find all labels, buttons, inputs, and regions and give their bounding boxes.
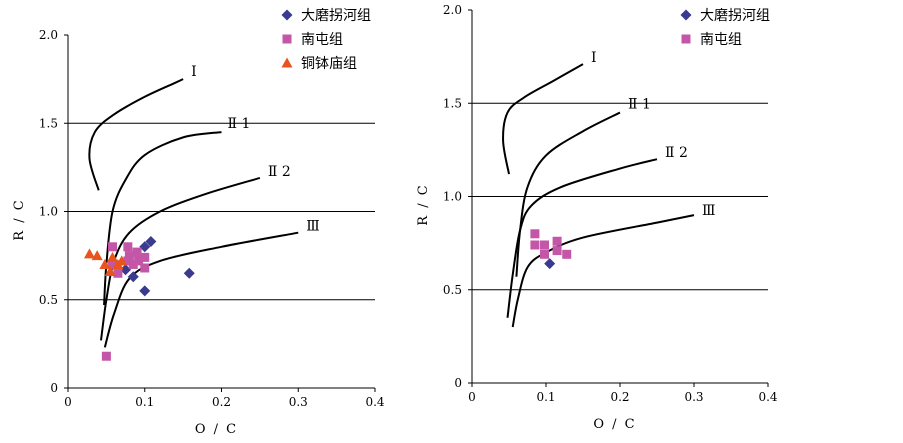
data-point-diamond <box>120 264 132 276</box>
x-axis-label: O / C <box>195 422 238 437</box>
chart-panel-1: 0 0.1 0.2 0.3 0.4 0 0.5 1.0 1.5 2.0 O / C R / C Ⅰ Ⅱ 1… <box>12 8 385 437</box>
evolution-curve-1 <box>502 63 584 175</box>
data-point-triangle <box>91 250 103 261</box>
data-point-triangle <box>104 266 116 277</box>
y-tick-label: 1.5 <box>443 96 462 110</box>
data-point-square <box>128 259 138 269</box>
curve-label: Ⅲ <box>702 203 716 219</box>
legend-label: 大磨拐河组 <box>301 8 371 24</box>
y-tick-label: 0 <box>50 381 58 395</box>
y-tick-label: 1.0 <box>443 190 462 204</box>
data-point-diamond <box>544 258 556 270</box>
legend-label: 南屯组 <box>700 32 742 48</box>
evolution-curve-4 <box>511 214 695 328</box>
data-point-square <box>140 263 150 273</box>
curve-label: Ⅱ 2 <box>665 145 688 161</box>
legend-marker-square <box>681 34 691 44</box>
curve-label: Ⅱ 2 <box>268 164 291 180</box>
data-point-square <box>552 236 562 246</box>
y-axis-label: R / C <box>12 198 27 240</box>
data-point-triangle <box>116 255 128 266</box>
x-tick-label: 0.1 <box>536 390 555 404</box>
y-tick-label: 1.5 <box>39 116 58 130</box>
y-axis-label: R / C <box>416 183 431 225</box>
data-point-diamond <box>139 285 151 297</box>
data-point-triangle <box>99 258 111 269</box>
data-point-square <box>134 256 144 266</box>
x-axis-label: O / C <box>593 417 636 432</box>
data-point-square <box>540 249 550 259</box>
y-tick-label: 1.0 <box>39 205 58 219</box>
data-point-square <box>123 256 133 266</box>
data-point-square <box>113 268 123 278</box>
data-point-triangle <box>107 251 119 262</box>
data-point-square <box>140 252 150 262</box>
curve-label: Ⅱ 1 <box>628 97 651 113</box>
chart-panel-2: 0 0.1 0.2 0.3 0.4 0 0.5 1.0 1.5 2.0 O / C R / C Ⅰ Ⅱ 1… <box>416 3 778 432</box>
data-point-square <box>530 240 540 250</box>
x-tick-label: 0 <box>64 395 72 409</box>
legend-label: 南屯组 <box>301 32 343 48</box>
data-point-square <box>108 259 118 269</box>
data-point-diamond <box>145 236 157 248</box>
y-tick-label: 0.5 <box>443 283 462 297</box>
data-point-square <box>530 229 540 239</box>
data-point-square <box>540 240 550 250</box>
data-point-square <box>132 247 142 257</box>
x-tick-label: 0.3 <box>684 390 703 404</box>
curve-label: Ⅰ <box>591 50 597 66</box>
x-tick-label: 0.3 <box>289 395 308 409</box>
data-point-triangle <box>83 248 95 259</box>
y-tick-label: 0.5 <box>39 293 58 307</box>
y-tick-label: 0 <box>454 376 462 390</box>
legend-marker-diamond <box>281 9 293 21</box>
data-point-diamond <box>127 271 139 283</box>
data-point-square <box>124 251 134 261</box>
data-point-square <box>552 246 562 256</box>
x-tick-label: 0.4 <box>758 390 777 404</box>
data-point-square <box>101 351 111 361</box>
x-tick-label: 0.4 <box>365 395 384 409</box>
evolution-curve-3 <box>506 158 658 318</box>
data-point-square <box>123 242 133 252</box>
curve-label: Ⅰ <box>191 64 197 80</box>
curve-label: Ⅲ <box>306 219 320 235</box>
evolution-curve-2 <box>103 131 222 306</box>
legend-label: 大磨拐河组 <box>700 8 770 24</box>
evolution-curve-3 <box>100 177 261 341</box>
data-point-diamond <box>183 267 195 279</box>
legend-marker-diamond <box>680 9 692 21</box>
legend-marker-triangle <box>281 57 293 68</box>
evolution-curve-1 <box>88 78 184 191</box>
data-point-square <box>562 249 572 259</box>
data-point-diamond <box>139 241 151 253</box>
y-tick-label: 2.0 <box>443 3 462 17</box>
x-tick-label: 0 <box>468 390 476 404</box>
curve-label: Ⅱ 1 <box>228 116 251 132</box>
x-tick-label: 0.2 <box>212 395 231 409</box>
y-tick-label: 2.0 <box>39 28 58 42</box>
legend-marker-square <box>282 34 292 44</box>
legend-label: 铜钵庙组 <box>301 56 357 72</box>
data-point-square <box>108 242 118 252</box>
x-tick-label: 0.1 <box>135 395 154 409</box>
x-tick-label: 0.2 <box>610 390 629 404</box>
